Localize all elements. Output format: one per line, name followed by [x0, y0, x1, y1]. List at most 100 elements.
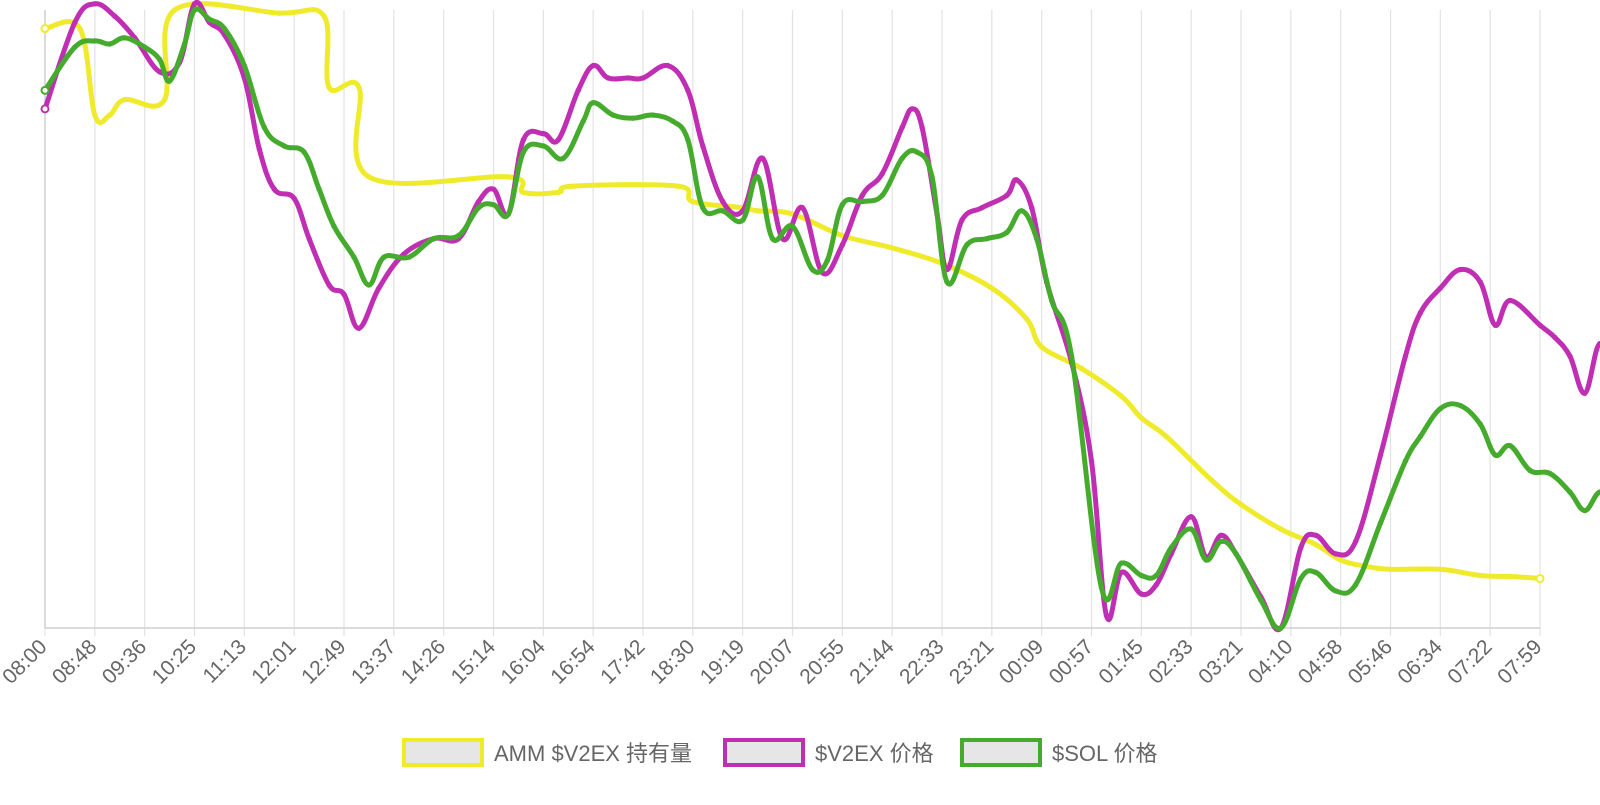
- data-point: [1005, 230, 1009, 234]
- data-point: [1020, 209, 1024, 213]
- data-point: [1015, 178, 1019, 182]
- data-point: [1493, 323, 1497, 327]
- data-point: [192, 8, 196, 12]
- data-point: [800, 206, 804, 210]
- data-point: [611, 113, 615, 117]
- data-point: [701, 144, 705, 148]
- data-point: [521, 138, 525, 142]
- data-point: [1583, 391, 1587, 395]
- data-point: [1279, 626, 1283, 630]
- legend-item[interactable]: $V2EX 价格: [725, 740, 934, 766]
- data-point: [1403, 459, 1407, 463]
- legend-label: AMM $V2EX 持有量: [494, 741, 692, 766]
- data-point: [965, 243, 969, 247]
- data-point: [73, 20, 77, 24]
- data-point: [257, 147, 261, 151]
- data-point: [1219, 539, 1223, 543]
- data-point: [292, 196, 296, 200]
- x-tick-label: 00:57: [1045, 635, 1098, 688]
- x-tick-label: 05:46: [1344, 635, 1397, 688]
- x-tick-label: 06:34: [1393, 635, 1447, 689]
- data-point: [1239, 502, 1243, 506]
- x-tick-label: 02:33: [1144, 635, 1197, 688]
- data-point: [491, 202, 495, 206]
- data-point: [571, 184, 575, 188]
- x-tick-label: 13:37: [347, 635, 400, 688]
- series-3: [42, 8, 1600, 630]
- series-line: [45, 2, 1600, 630]
- data-point: [900, 156, 904, 160]
- x-tick-label: 20:07: [746, 635, 799, 688]
- data-point: [332, 224, 336, 228]
- x-tick-label: 08:48: [48, 635, 101, 688]
- data-point: [108, 113, 112, 117]
- data-point: [456, 233, 460, 237]
- data-point: [1039, 345, 1043, 349]
- data-point: [880, 193, 884, 197]
- series-line: [45, 9, 1600, 629]
- data-point: [1493, 453, 1497, 457]
- data-point: [162, 97, 166, 101]
- x-tick-label: 16:04: [496, 635, 550, 689]
- data-point: [591, 101, 595, 105]
- data-point: [880, 172, 884, 176]
- data-point: [172, 8, 176, 12]
- data-point: [506, 175, 510, 179]
- x-tick-label: 12:01: [247, 635, 300, 688]
- data-point: [1418, 311, 1422, 315]
- data-point: [755, 175, 759, 179]
- data-point: [357, 326, 361, 330]
- data-point: [591, 63, 595, 67]
- data-point: [740, 218, 744, 222]
- x-tick-label: 16:54: [546, 635, 600, 689]
- data-point: [1189, 515, 1193, 519]
- data-point: [367, 283, 371, 287]
- data-point: [322, 14, 326, 18]
- data-point: [770, 236, 774, 240]
- data-point: [1418, 434, 1422, 438]
- x-tick-label: 18:30: [646, 635, 699, 688]
- data-point: [506, 212, 510, 216]
- data-point: [1259, 598, 1263, 602]
- data-point: [721, 199, 725, 203]
- data-point: [1508, 443, 1512, 447]
- data-point: [1189, 527, 1193, 531]
- data-point: [1537, 575, 1544, 582]
- data-point: [945, 280, 949, 284]
- data-point: [760, 156, 764, 160]
- data-point: [1119, 394, 1123, 398]
- data-point: [686, 138, 690, 142]
- x-tick-label: 12:49: [297, 635, 350, 688]
- data-point: [1568, 490, 1572, 494]
- legend-item[interactable]: AMM $V2EX 持有量: [404, 740, 692, 766]
- data-point: [755, 209, 759, 213]
- data-point: [1234, 552, 1238, 556]
- data-point: [1314, 542, 1318, 546]
- legend-item[interactable]: $SOL 价格: [962, 740, 1158, 766]
- data-point: [123, 36, 127, 40]
- data-point: [352, 255, 356, 259]
- data-point: [825, 258, 829, 262]
- data-point: [641, 76, 645, 80]
- data-point: [1478, 280, 1482, 284]
- data-point: [1279, 527, 1283, 531]
- series-lines: [42, 2, 1600, 631]
- x-tick-label: 20:55: [795, 635, 848, 688]
- data-point: [1299, 576, 1303, 580]
- data-point: [142, 45, 146, 49]
- x-tick-label: 15:14: [447, 635, 501, 689]
- x-tick-label: 17:42: [596, 635, 649, 688]
- data-point: [367, 175, 371, 179]
- data-point: [810, 267, 814, 271]
- data-point: [207, 17, 211, 21]
- x-tick-label: 10:25: [148, 635, 201, 688]
- data-point: [1583, 508, 1587, 512]
- data-point: [317, 187, 321, 191]
- data-point: [108, 42, 112, 46]
- legend-swatch: [725, 740, 803, 765]
- data-point: [1353, 583, 1357, 587]
- data-point: [1154, 573, 1158, 577]
- data-point: [980, 206, 984, 210]
- data-point: [1333, 589, 1337, 593]
- data-point: [123, 97, 127, 101]
